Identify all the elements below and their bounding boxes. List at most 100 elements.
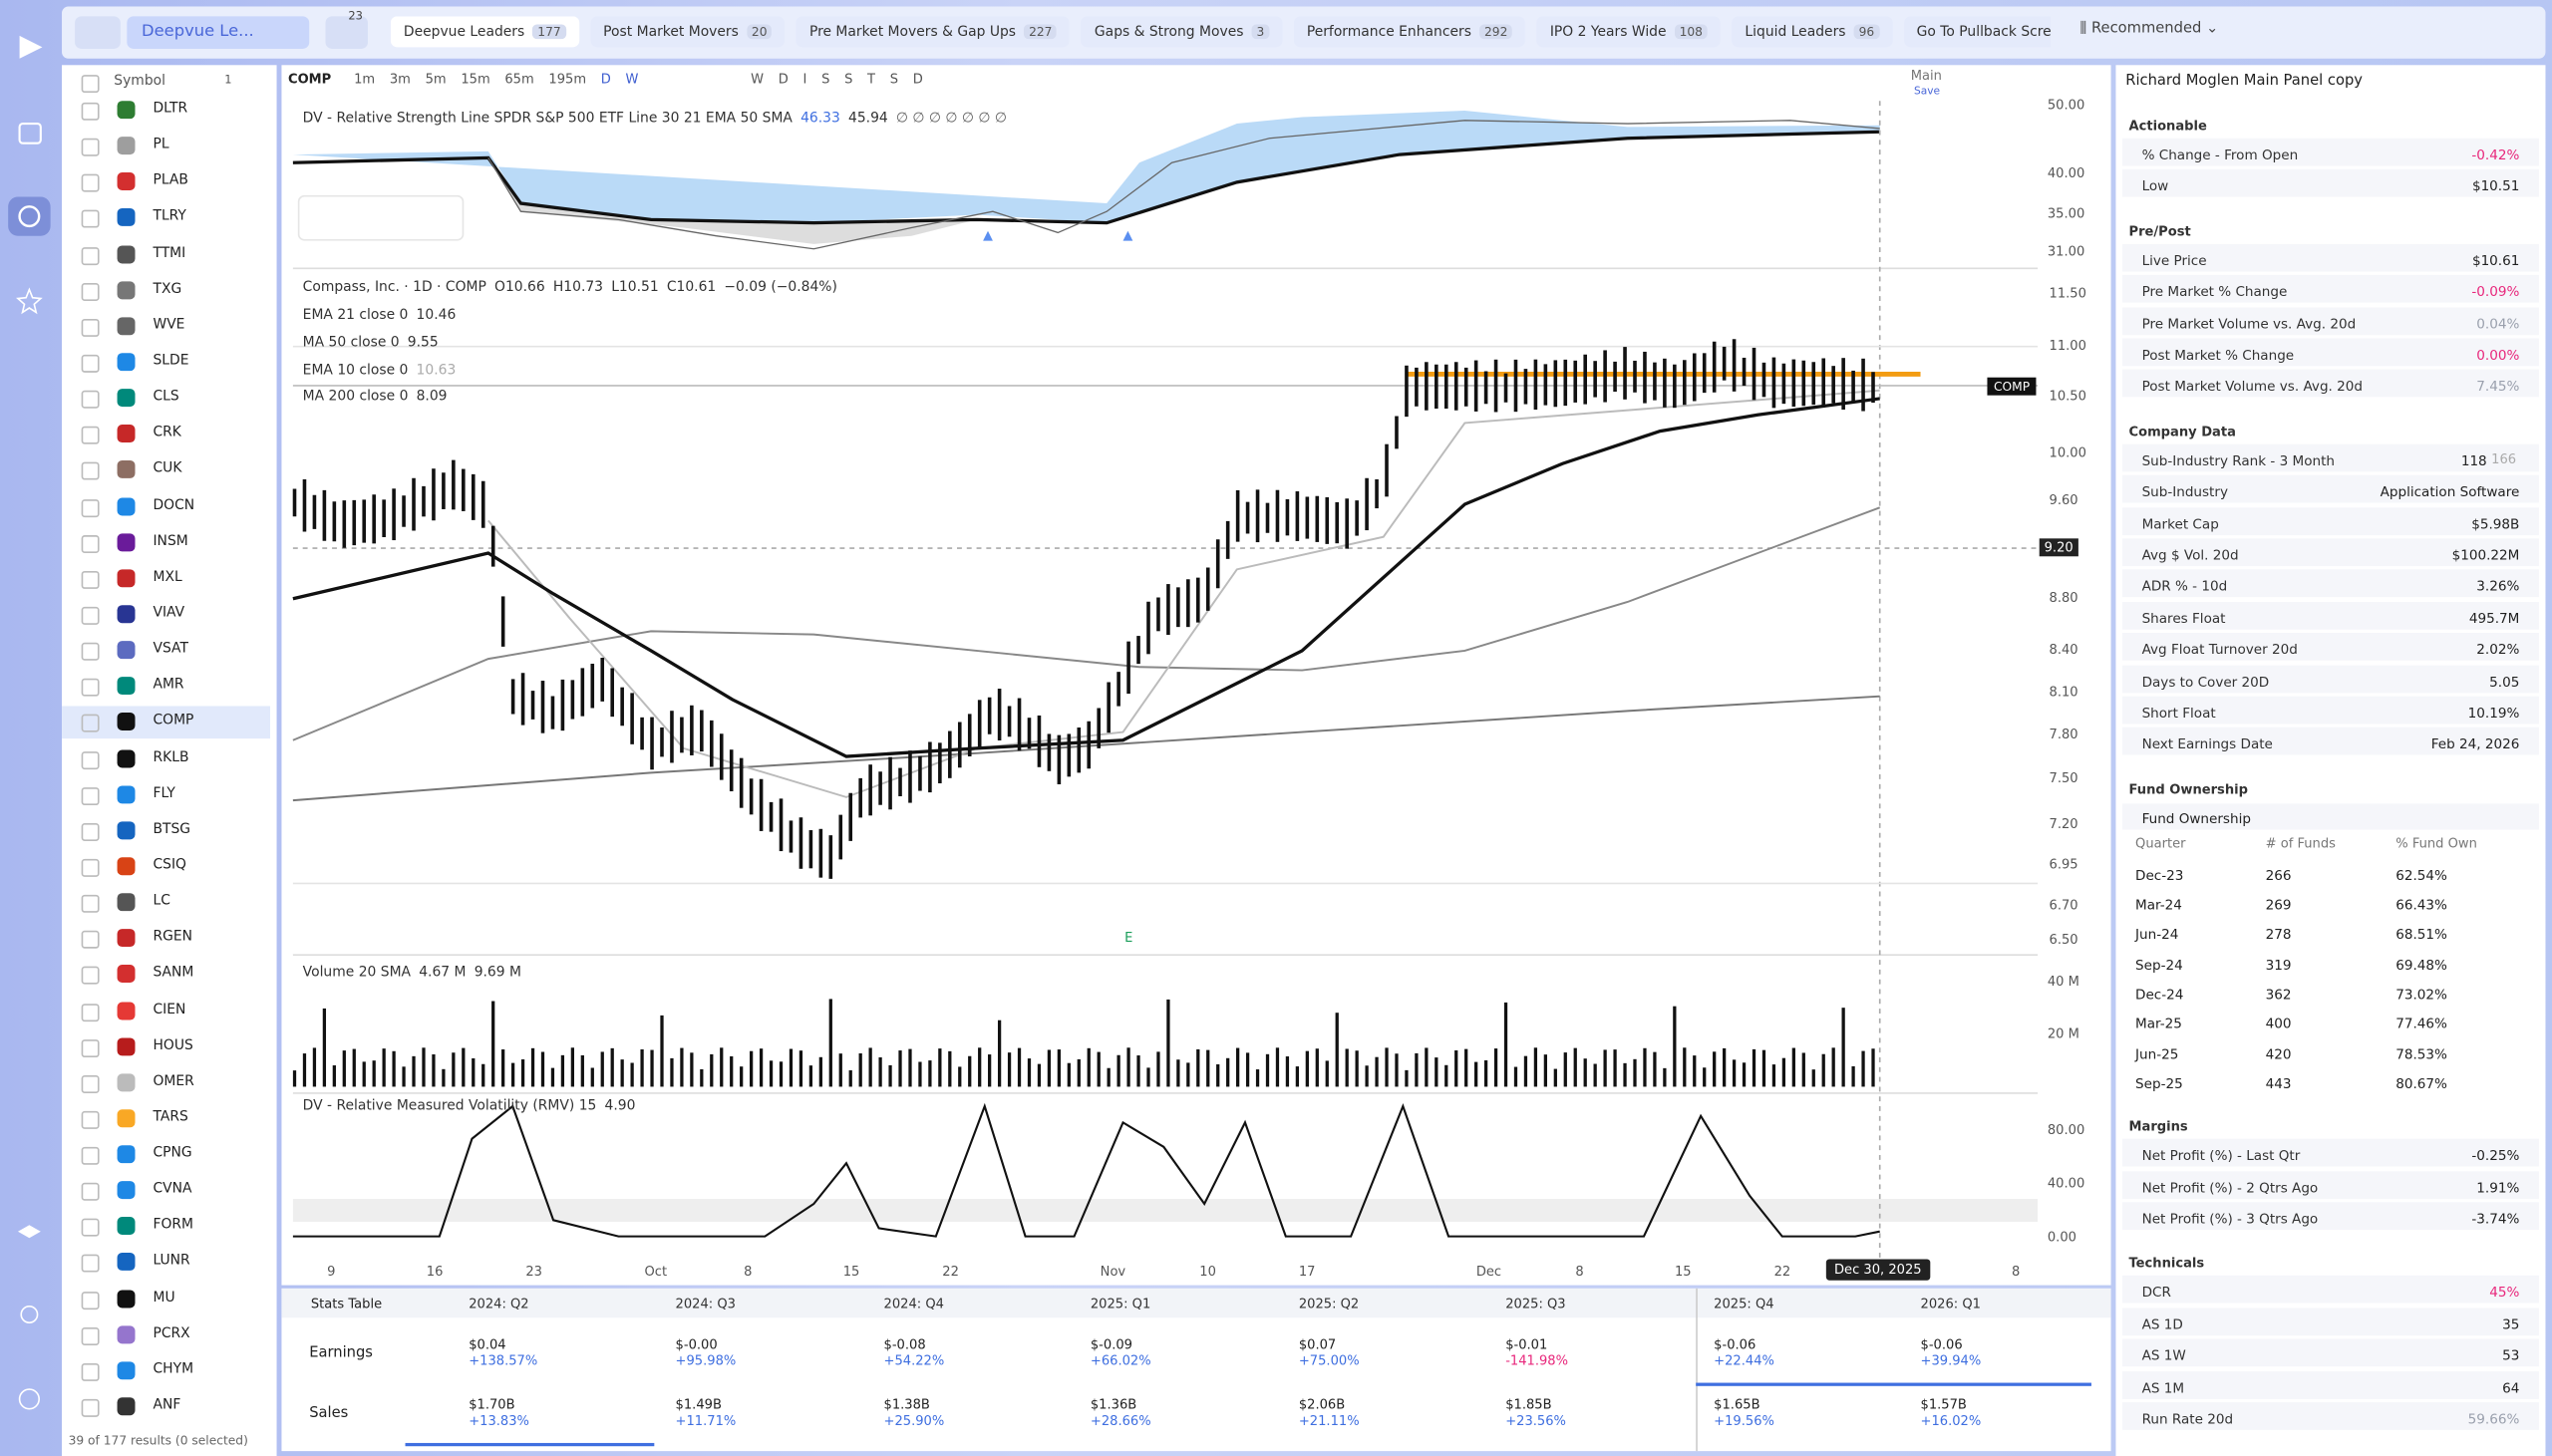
- list-tab[interactable]: Liquid Leaders 96: [1732, 16, 1893, 48]
- interval-button[interactable]: 5m: [425, 71, 447, 87]
- volume-bar: [1831, 1047, 1835, 1087]
- volume-bar: [1791, 1047, 1795, 1087]
- study-button[interactable]: W: [751, 71, 765, 87]
- list-selector[interactable]: Deepvue Le...: [127, 16, 310, 49]
- study-button[interactable]: S: [889, 71, 899, 87]
- list-tab[interactable]: Deepvue Leaders 177: [390, 16, 579, 48]
- symbol: PL: [153, 137, 169, 153]
- checkbox: [81, 1219, 100, 1238]
- study-button[interactable]: D: [778, 71, 789, 87]
- price-axis-label: 11.50: [2049, 286, 2086, 301]
- interval-button[interactable]: 3m: [389, 71, 411, 87]
- table-header: # of Funds: [2265, 835, 2336, 851]
- row-value: 495.7M: [2468, 609, 2520, 627]
- volume-bar: [968, 1055, 972, 1087]
- volume-bar: [1703, 1067, 1707, 1087]
- symbol-logo: [117, 208, 136, 227]
- x-axis-label: 23: [525, 1264, 542, 1280]
- volume-bar: [620, 1059, 624, 1087]
- checkbox: [81, 606, 100, 625]
- volume-bar: [1186, 1062, 1190, 1087]
- header-count: 1: [224, 73, 232, 87]
- volume-bar: [1216, 1063, 1220, 1087]
- volume-bar: [740, 1066, 744, 1087]
- symbol: RKLB: [153, 748, 189, 766]
- volume-bar: [462, 1047, 466, 1087]
- interval-button[interactable]: D: [600, 71, 611, 87]
- volume-bar: [660, 1015, 664, 1087]
- checkbox: [81, 642, 100, 661]
- checkbox: [81, 1183, 100, 1202]
- quarter-header: 2025: Q2: [1298, 1297, 1360, 1311]
- symbol-logo: [117, 713, 136, 731]
- x-axis-label: 9: [327, 1264, 336, 1280]
- search-button[interactable]: [75, 16, 121, 49]
- interval-button[interactable]: W: [625, 71, 639, 87]
- list-tab[interactable]: Go To Pullback Scre: [1903, 16, 2052, 48]
- row-value: 1.91%: [2476, 1178, 2520, 1196]
- x-axis-label: 8: [1575, 1264, 1584, 1280]
- quarter-header: 2024: Q2: [469, 1297, 529, 1311]
- checkbox: [81, 931, 100, 950]
- interval-button[interactable]: 15m: [461, 71, 490, 87]
- x-axis-label: 16: [426, 1264, 444, 1280]
- checkbox: [81, 967, 100, 986]
- table-cell: 269: [2265, 896, 2292, 913]
- volume-bar: [1851, 1065, 1855, 1087]
- symbol: LC: [153, 893, 170, 910]
- list-tab[interactable]: Post Market Movers 20: [590, 16, 786, 48]
- volume-bar: [1732, 1059, 1737, 1087]
- filter-button[interactable]: 23: [325, 10, 368, 49]
- indicator-value: 10.63: [416, 362, 457, 379]
- volume-bar: [988, 1054, 992, 1087]
- section-title: Margins: [2128, 1119, 2188, 1135]
- volume-bar: [838, 1053, 842, 1087]
- drawing-tools[interactable]: [297, 194, 465, 241]
- cell-value: $1.65B: [1714, 1397, 1760, 1412]
- volume-bar: [1405, 1069, 1409, 1087]
- row-label: AS 1W: [2141, 1346, 2186, 1364]
- sort-label: Recommended: [2090, 21, 2202, 38]
- row-bg: [2121, 243, 2539, 272]
- quarter-header: 2025: Q4: [1714, 1297, 1774, 1311]
- quarter-header: 2026: Q1: [1920, 1297, 1981, 1311]
- interval-button[interactable]: 195m: [548, 71, 587, 87]
- checkbox: [81, 1362, 100, 1381]
- table-cell: 73.02%: [2395, 986, 2447, 1003]
- price-axis-label: 7.80: [2049, 727, 2078, 742]
- study-button[interactable]: S: [821, 71, 830, 87]
- layout-name: Main: [1910, 68, 1942, 84]
- list-tab[interactable]: Pre Market Movers & Gap Ups 227: [796, 16, 1071, 48]
- volume-bar: [1613, 1049, 1617, 1087]
- checkbox: [81, 1074, 100, 1093]
- study-button[interactable]: S: [844, 71, 853, 87]
- study-button[interactable]: I: [802, 71, 807, 87]
- volume-bar: [1335, 1013, 1339, 1087]
- volume-bar: [918, 1061, 922, 1087]
- study-button[interactable]: D: [912, 71, 923, 87]
- interval-button[interactable]: 65m: [504, 71, 534, 87]
- row-value: -0.25%: [2471, 1147, 2520, 1164]
- table-header: Quarter: [2135, 835, 2186, 851]
- row-value: Application Software: [2380, 483, 2520, 500]
- sort-select[interactable]: ⫼ Recommended ⌄: [2079, 21, 2219, 38]
- price-axis-label: 6.70: [2049, 898, 2078, 913]
- chart-area: COMP 1m 3m 5m 15m 65m 195m D W W D I S S T S D Main Save DV…: [281, 65, 2111, 1286]
- study-button[interactable]: T: [867, 71, 876, 87]
- list-tab[interactable]: Performance Enhancers 292: [1293, 16, 1526, 48]
- checkbox: [81, 1003, 100, 1021]
- volume-bar: [1027, 1058, 1032, 1087]
- symbol: CIEN: [153, 1001, 186, 1019]
- symbol: TXG: [153, 280, 182, 298]
- checkbox: [81, 174, 100, 193]
- volume-bar: [1593, 1063, 1597, 1087]
- interval-button[interactable]: 1m: [354, 71, 376, 87]
- volume-legend: Volume 20 SMA: [302, 965, 412, 982]
- indicator-name: EMA 21 close 0: [302, 307, 409, 324]
- legend-row: DV - Relative Strength Line SPDR S&P 500…: [303, 111, 1007, 127]
- cell-change: +28.66%: [1090, 1413, 1151, 1429]
- table-cell: 66.43%: [2395, 896, 2447, 913]
- list-tab[interactable]: IPO 2 Years Wide 108: [1536, 16, 1721, 48]
- list-tab[interactable]: Gaps & Strong Moves 3: [1081, 16, 1283, 48]
- row-label: Avg Float Turnover 20d: [2141, 641, 2298, 658]
